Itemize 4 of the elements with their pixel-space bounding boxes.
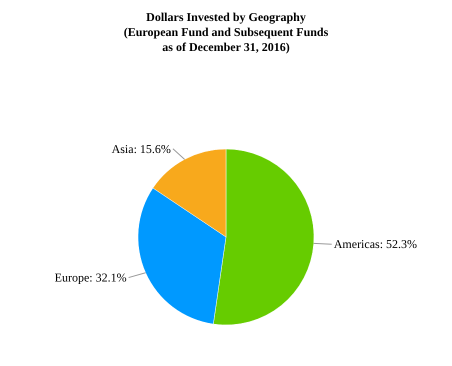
chart-title: Dollars Invested by Geography (European Fund and Subsequent Funds as of December 31, 2016) xyxy=(124,10,329,54)
slice-label: Americas: 52.3% xyxy=(334,237,418,252)
slice-label: Europe: 32.1% xyxy=(54,270,127,285)
slice-label: Asia: 15.6% xyxy=(112,142,171,156)
